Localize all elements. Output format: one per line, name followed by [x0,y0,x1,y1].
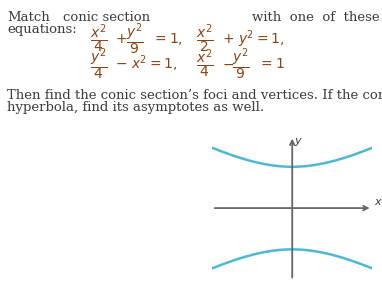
Text: $+\ y^2 = 1,$: $+\ y^2 = 1,$ [222,28,285,50]
Text: $y$: $y$ [294,136,303,148]
Text: $x$: $x$ [374,197,382,207]
Text: with  one  of  these: with one of these [252,11,380,24]
Text: $-\ x^2 = 1,$: $-\ x^2 = 1,$ [115,54,177,74]
Text: equations:: equations: [7,23,77,36]
Text: Then find the conic section’s foci and vertices. If the conic section is a: Then find the conic section’s foci and v… [7,89,382,102]
Text: $+$: $+$ [115,32,127,46]
Text: $\dfrac{x^2}{4}$: $\dfrac{x^2}{4}$ [196,47,214,80]
Text: $\dfrac{x^2}{2}$: $\dfrac{x^2}{2}$ [196,23,214,55]
Text: $\dfrac{y^2}{4}$: $\dfrac{y^2}{4}$ [90,46,108,82]
Text: $\dfrac{x^2}{4}$: $\dfrac{x^2}{4}$ [90,23,108,55]
Text: $\dfrac{y^2}{9}$: $\dfrac{y^2}{9}$ [126,21,144,57]
Text: hyperbola, find its asymptotes as well.: hyperbola, find its asymptotes as well. [7,101,264,114]
Text: $\dfrac{y^2}{9}$: $\dfrac{y^2}{9}$ [232,46,250,82]
Text: Match: Match [7,11,50,24]
Text: $-$: $-$ [222,57,234,71]
Text: $= 1$: $= 1$ [258,57,285,71]
Text: conic section: conic section [63,11,150,24]
Text: $= 1,$: $= 1,$ [152,31,183,47]
